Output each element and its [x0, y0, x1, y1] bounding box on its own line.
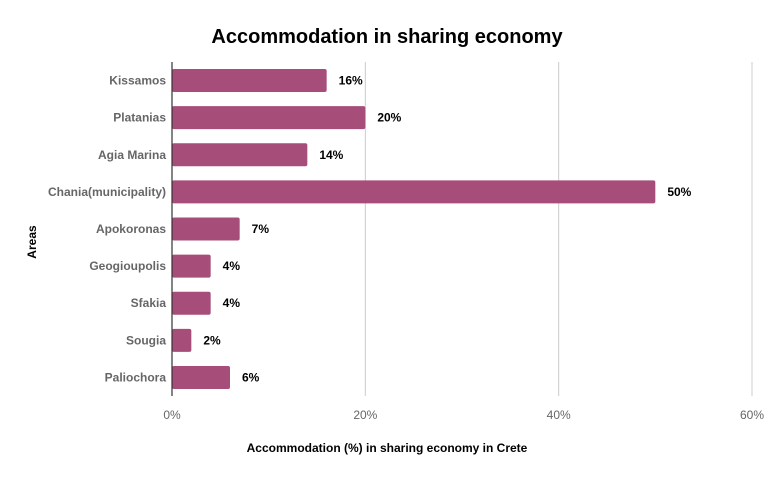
x-tick-label: 20%	[353, 408, 377, 422]
data-label: 7%	[252, 222, 270, 236]
category-label: Paliochora	[105, 370, 167, 384]
bar	[172, 106, 366, 130]
category-label: Agia Marina	[98, 148, 166, 162]
gridlines	[364, 62, 753, 396]
bar	[172, 328, 192, 352]
category-label: Sfakia	[131, 296, 167, 310]
x-axis-title: Accommodation (%) in sharing economy in …	[247, 441, 528, 455]
x-tick-label: 60%	[740, 408, 764, 422]
category-label: Chania(municipality)	[48, 185, 166, 199]
category-label: Geogioupolis	[89, 259, 166, 273]
data-label: 4%	[223, 259, 241, 273]
chart-title: Accommodation in sharing economy	[211, 26, 563, 48]
y-axis-title: Areas	[25, 225, 39, 259]
category-label: Apokoronas	[96, 222, 166, 236]
x-tick-label: 0%	[163, 408, 181, 422]
bar	[172, 217, 240, 241]
bar	[172, 143, 308, 167]
data-label: 20%	[377, 111, 401, 125]
labels: 0% 20% 40% 60% Kissamos 16% Platanias 20% Agia M…	[48, 74, 764, 422]
category-label: Sougia	[126, 333, 166, 347]
x-tick-label: 40%	[547, 408, 571, 422]
data-label: 50%	[667, 185, 691, 199]
bar	[172, 291, 211, 315]
bar	[172, 365, 230, 389]
bar	[172, 180, 656, 204]
data-label: 4%	[223, 296, 241, 310]
data-label: 6%	[242, 370, 260, 384]
bar	[172, 254, 211, 278]
data-label: 14%	[319, 148, 343, 162]
bar	[172, 69, 327, 93]
category-label: Platanias	[113, 111, 166, 125]
bars	[172, 69, 656, 389]
data-label: 2%	[203, 333, 221, 347]
data-label: 16%	[339, 74, 363, 88]
category-label: Kissamos	[109, 74, 166, 88]
